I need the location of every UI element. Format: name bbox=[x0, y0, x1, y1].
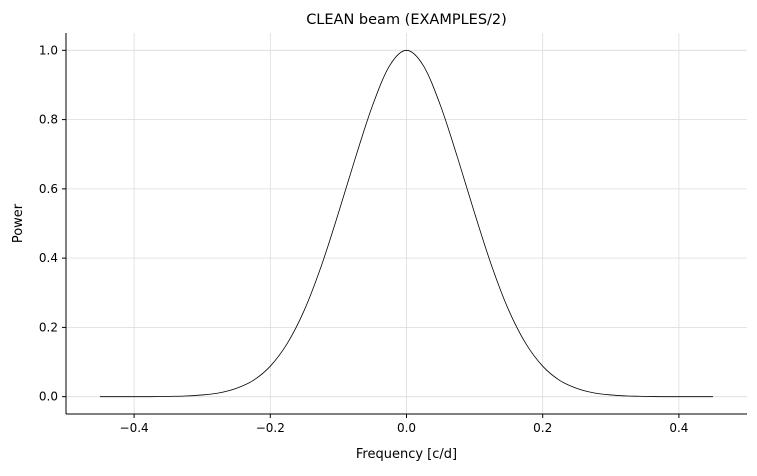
y-tick-label: 0.8 bbox=[39, 113, 58, 127]
x-tick-label: 0.0 bbox=[397, 421, 416, 435]
x-tick-label: 0.4 bbox=[669, 421, 688, 435]
grid bbox=[66, 33, 747, 414]
ticks: −0.4 −0.2 0.0 0.2 0.4 0.0 0.2 0.4 0.6 0.8 1.0 bbox=[39, 43, 689, 435]
chart-title: CLEAN beam (EXAMPLES/2) bbox=[306, 12, 507, 28]
x-axis-label: Frequency [c/d] bbox=[356, 447, 457, 462]
x-tick-label: −0.2 bbox=[256, 421, 285, 435]
y-tick-label: 0.6 bbox=[39, 182, 58, 196]
y-tick-label: 1.0 bbox=[39, 43, 58, 57]
series-line bbox=[100, 49, 713, 398]
y-tick-label: 0.2 bbox=[39, 320, 58, 334]
y-tick-label: 0.0 bbox=[39, 390, 58, 404]
x-tick-label: −0.4 bbox=[120, 421, 149, 435]
y-tick-label: 0.4 bbox=[39, 251, 58, 265]
y-axis-label: Power bbox=[11, 203, 26, 243]
x-tick-label: 0.2 bbox=[533, 421, 552, 435]
